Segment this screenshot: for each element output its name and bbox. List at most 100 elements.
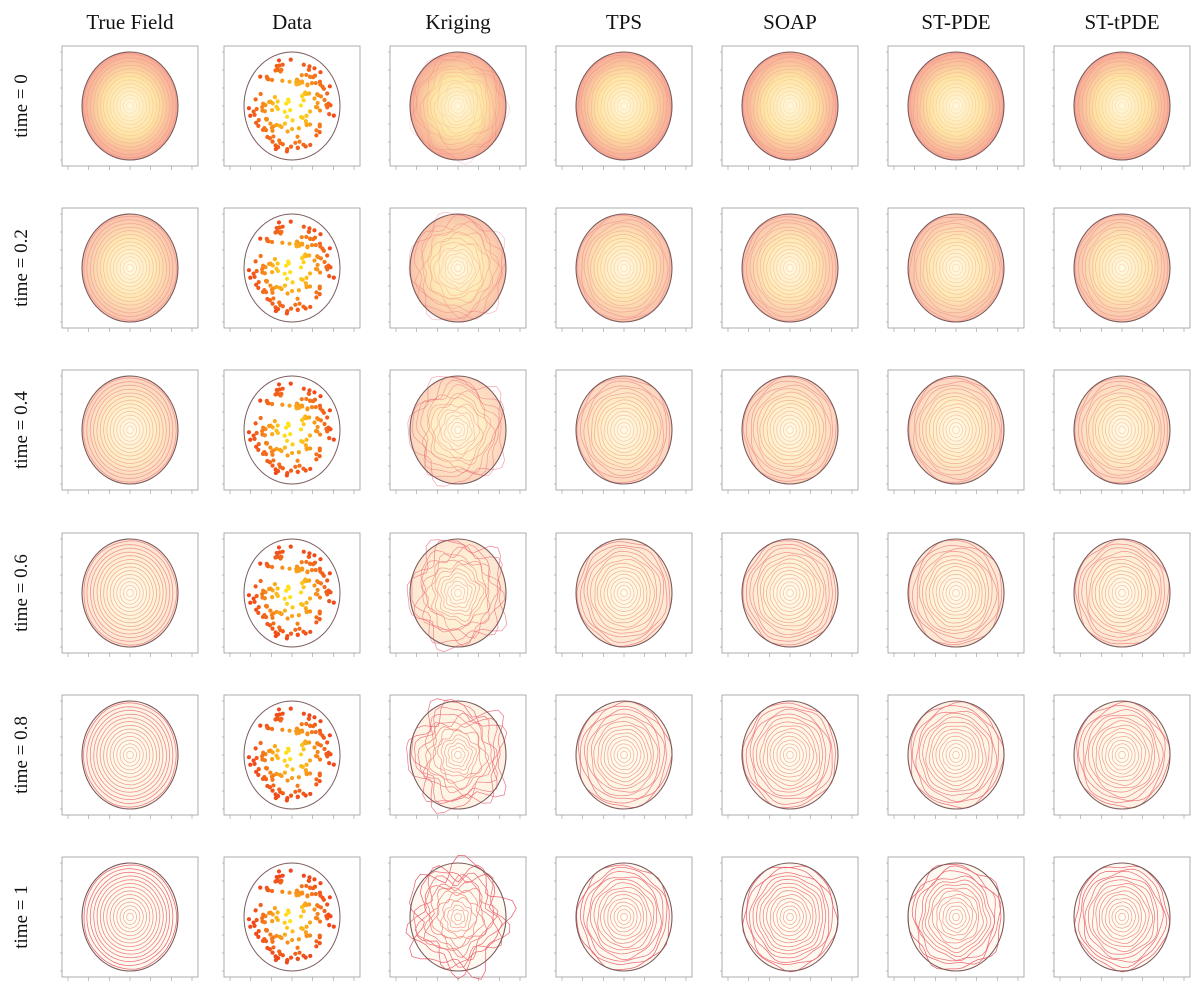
contour-line bbox=[949, 909, 964, 925]
sample-point bbox=[295, 783, 300, 788]
contour-line bbox=[607, 735, 642, 775]
contour-line bbox=[914, 870, 996, 962]
contour-line bbox=[1092, 395, 1153, 465]
sample-point bbox=[327, 408, 332, 413]
sample-point bbox=[321, 735, 326, 740]
sample-point bbox=[293, 789, 298, 794]
sample-point bbox=[307, 933, 313, 938]
sample-point bbox=[318, 581, 324, 586]
sample-point bbox=[288, 868, 293, 873]
sample-point bbox=[326, 750, 331, 755]
row-label-6: time = 1 bbox=[11, 885, 32, 949]
contour-line bbox=[925, 722, 987, 791]
sample-point bbox=[254, 444, 259, 449]
panel-st-pde-row-4 bbox=[886, 532, 1025, 657]
contour-line bbox=[1083, 709, 1164, 801]
sample-point bbox=[308, 629, 313, 635]
contour-line bbox=[109, 570, 151, 616]
panel-soap-row-2 bbox=[720, 207, 859, 332]
domain-boundary bbox=[409, 213, 507, 323]
sample-point bbox=[288, 381, 293, 386]
contour-line bbox=[1108, 252, 1136, 284]
sample-point bbox=[268, 770, 273, 775]
contour-line bbox=[925, 559, 986, 628]
contour-line bbox=[1078, 219, 1165, 317]
sample-point bbox=[284, 601, 290, 606]
sample-point bbox=[277, 285, 283, 290]
contour-line bbox=[413, 871, 503, 970]
sample-point bbox=[325, 916, 330, 921]
contour-line bbox=[590, 555, 658, 631]
sample-point bbox=[311, 562, 316, 567]
sample-point bbox=[300, 277, 305, 282]
domain-boundary bbox=[1073, 375, 1171, 485]
sample-point bbox=[263, 116, 269, 122]
sample-point bbox=[262, 125, 267, 131]
sample-point bbox=[285, 796, 290, 801]
contour-line bbox=[126, 263, 134, 273]
sample-point bbox=[261, 101, 266, 106]
sample-point bbox=[277, 123, 283, 128]
contour-line bbox=[432, 728, 482, 784]
contour-line bbox=[620, 425, 628, 435]
domain-boundary bbox=[81, 213, 179, 323]
sample-point bbox=[309, 80, 315, 86]
sample-point bbox=[265, 238, 270, 243]
sample-point bbox=[314, 620, 319, 625]
contour-line bbox=[928, 399, 983, 460]
contour-line bbox=[769, 731, 811, 778]
sample-point bbox=[256, 772, 261, 777]
sample-point bbox=[288, 219, 293, 224]
contour-line bbox=[928, 725, 984, 787]
contour-line bbox=[945, 256, 967, 280]
sample-point bbox=[275, 66, 280, 72]
contour-line bbox=[606, 410, 641, 449]
contour-line bbox=[413, 214, 507, 320]
sample-point bbox=[274, 104, 279, 109]
contour-line bbox=[1105, 898, 1140, 937]
sample-point bbox=[258, 236, 263, 241]
contour-line bbox=[908, 540, 1003, 646]
contour-line bbox=[430, 75, 484, 137]
contour-line bbox=[1104, 249, 1139, 288]
sample-point bbox=[254, 607, 259, 612]
sample-point bbox=[289, 775, 295, 781]
sample-point bbox=[277, 462, 282, 467]
contour-line bbox=[1088, 68, 1156, 144]
contour-line bbox=[96, 717, 164, 793]
domain-boundary bbox=[741, 375, 839, 485]
contour-line bbox=[440, 572, 477, 612]
sample-point bbox=[307, 284, 313, 289]
sample-point bbox=[297, 463, 302, 468]
panel-st-tpde-row-4 bbox=[1052, 532, 1191, 657]
sample-point bbox=[267, 99, 272, 105]
contour-line bbox=[939, 248, 974, 287]
contour-line bbox=[89, 384, 170, 475]
domain-boundary bbox=[243, 538, 341, 648]
sample-point bbox=[289, 450, 295, 456]
panel-tps-row-5 bbox=[554, 694, 693, 819]
contour-line bbox=[949, 585, 964, 601]
domain-boundary bbox=[243, 213, 341, 323]
sample-point bbox=[297, 950, 302, 955]
sample-point bbox=[314, 939, 319, 944]
contour-line bbox=[597, 887, 652, 949]
sample-point bbox=[285, 616, 290, 621]
contour-line bbox=[576, 864, 670, 971]
sample-point bbox=[277, 787, 282, 792]
sample-point bbox=[273, 467, 278, 472]
contour-line bbox=[763, 237, 817, 298]
sample-point bbox=[294, 241, 299, 247]
domain-boundary bbox=[1073, 862, 1171, 972]
sample-point bbox=[293, 140, 298, 145]
contour-line bbox=[945, 418, 967, 442]
contour-line bbox=[613, 94, 635, 118]
sample-point bbox=[286, 97, 291, 102]
sample-point bbox=[306, 67, 311, 72]
sample-point bbox=[262, 774, 267, 780]
contour-line bbox=[932, 241, 980, 295]
sample-point bbox=[307, 713, 312, 718]
sample-point bbox=[253, 584, 258, 589]
sample-point bbox=[256, 934, 261, 939]
